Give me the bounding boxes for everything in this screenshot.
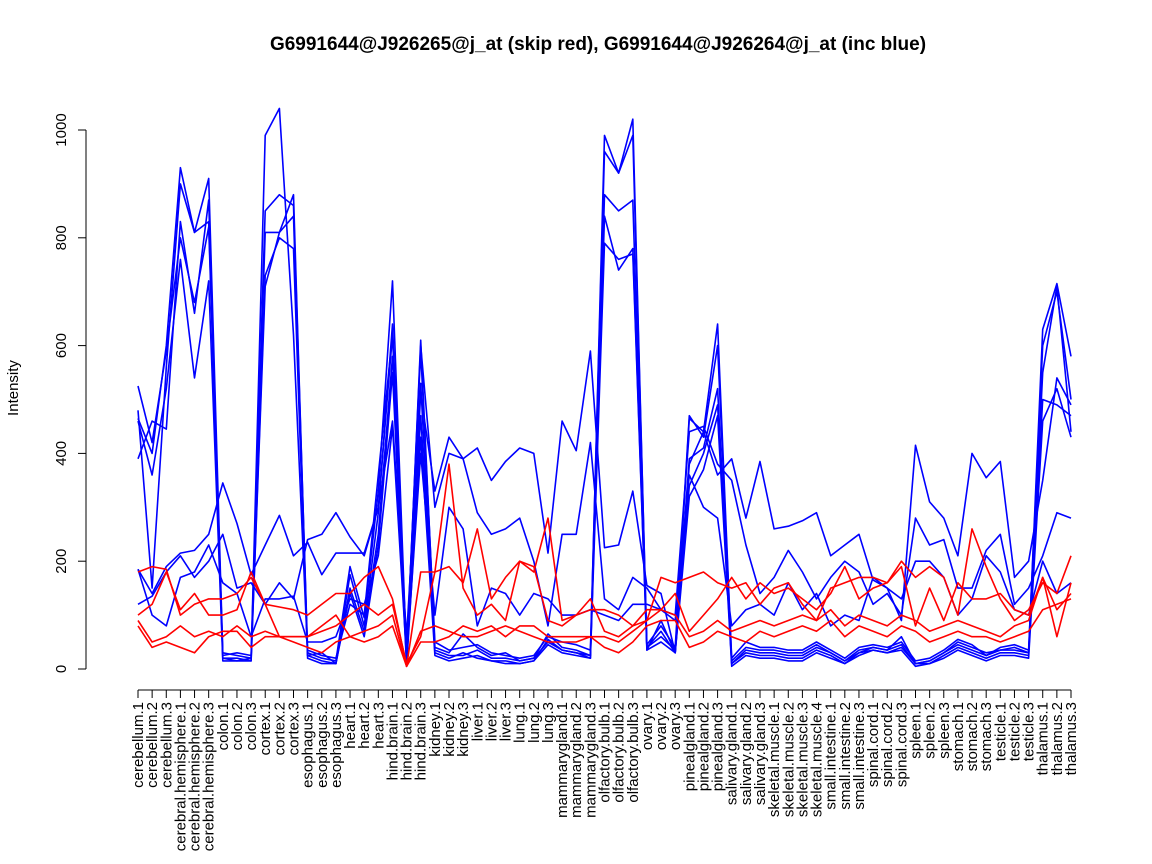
x-tick-label: cerebral.hemisphere.1 — [172, 702, 189, 851]
x-tick-label: cerebellum.1 — [130, 702, 147, 788]
x-tick-label: spinal.cord.1 — [865, 702, 882, 787]
x-tick-label: thalamus.3 — [1063, 702, 1080, 775]
x-tick-label: heart.3 — [370, 702, 387, 749]
x-tick-label: hind.brain.2 — [399, 702, 416, 780]
x-tick-label: stomach.1 — [950, 702, 967, 771]
series-line-blue-6 — [137, 350, 1072, 654]
x-tick-label: cerebellum.2 — [144, 702, 161, 788]
x-tick-label: skeletal.muscle.1 — [766, 702, 783, 817]
x-tick-label: mammarygland.2 — [568, 702, 585, 818]
x-tick-label: small.intestine.2 — [837, 702, 854, 810]
x-tick-label: testicle.1 — [992, 702, 1009, 761]
chart-title: G6991644@J926265@j_at (skip red), G69916… — [270, 34, 926, 55]
x-tick-label: small.intestine.1 — [823, 702, 840, 810]
x-tick-label: kidney.1 — [427, 702, 444, 757]
y-tick-label: 400 — [53, 441, 70, 466]
x-tick-label: ovary.1 — [639, 702, 656, 750]
x-tick-label: mammarygland.1 — [554, 702, 571, 818]
x-tick-label: skeletal.muscle.3 — [794, 702, 811, 817]
y-tick-label: 200 — [53, 549, 70, 574]
x-tick-label: salivary.gland.2 — [738, 702, 755, 805]
x-tick-label: pinealgland.3 — [710, 702, 727, 791]
x-tick-label: pinealgland.1 — [681, 702, 698, 791]
x-tick-label: spleen.3 — [936, 702, 953, 759]
series-line-red-3 — [137, 576, 1072, 668]
x-tick-label: olfactory.bulb.2 — [611, 702, 628, 803]
x-tick-label: liver.2 — [483, 702, 500, 741]
series-layer — [137, 107, 1072, 668]
x-tick-label: thalamus.1 — [1035, 702, 1052, 775]
x-tick-label: cortex.1 — [257, 702, 274, 755]
y-tick-label: 0 — [53, 665, 70, 673]
x-tick-label: salivary.gland.1 — [724, 702, 741, 805]
series-line-red-1 — [137, 463, 1072, 668]
x-tick-label: esophagus.3 — [328, 702, 345, 788]
x-tick-label: stomach.2 — [964, 702, 981, 771]
x-tick-label: spinal.cord.2 — [879, 702, 896, 787]
x-tick-label: spinal.cord.3 — [893, 702, 910, 787]
y-tick-label: 1000 — [53, 113, 70, 146]
x-tick-label: olfactory.bulb.1 — [597, 702, 614, 803]
x-tick-label: thalamus.2 — [1049, 702, 1066, 775]
y-axis-label: Intensity — [5, 360, 22, 416]
x-tick-label: salivary.gland.3 — [752, 702, 769, 805]
x-tick-label: lung.3 — [540, 702, 557, 743]
series-line-red-4 — [137, 598, 1072, 668]
series-line-blue-8 — [137, 425, 1072, 660]
x-tick-label: ovary.2 — [653, 702, 670, 750]
x-tick-label: esophagus.2 — [314, 702, 331, 788]
x-tick-label: hind.brain.1 — [384, 702, 401, 780]
x-tick-label: spleen.1 — [908, 702, 925, 759]
y-tick-label: 600 — [53, 333, 70, 358]
x-tick-label: olfactory.bulb.3 — [625, 702, 642, 803]
x-tick-label: ovary.3 — [667, 702, 684, 750]
x-axis: cerebellum.1cerebellum.2cerebellum.3cere… — [130, 689, 1080, 851]
x-tick-label: cerebral.hemisphere.2 — [187, 702, 204, 851]
x-tick-label: heart.1 — [342, 702, 359, 749]
x-tick-label: colon.1 — [215, 702, 232, 750]
x-tick-label: small.intestine.3 — [851, 702, 868, 810]
x-tick-label: lung.2 — [526, 702, 543, 743]
x-tick-label: liver.3 — [498, 702, 515, 741]
x-tick-label: spleen.2 — [922, 702, 939, 759]
x-tick-label: lung.1 — [512, 702, 529, 743]
series-line-blue-5 — [137, 237, 1072, 668]
series-line-blue-4 — [137, 215, 1072, 665]
x-tick-label: pinealgland.2 — [695, 702, 712, 791]
x-tick-label: colon.2 — [229, 702, 246, 750]
x-tick-label: stomach.3 — [978, 702, 995, 771]
y-tick-label: 800 — [53, 225, 70, 250]
x-tick-label: cortex.2 — [271, 702, 288, 755]
x-tick-label: testicle.2 — [1006, 702, 1023, 761]
x-tick-label: skeletal.muscle.2 — [780, 702, 797, 817]
x-tick-label: cerebral.hemisphere.3 — [201, 702, 218, 851]
x-tick-label: liver.1 — [469, 702, 486, 741]
x-tick-label: kidney.2 — [441, 702, 458, 757]
x-tick-label: testicle.3 — [1021, 702, 1038, 761]
x-tick-label: cerebellum.3 — [158, 702, 175, 788]
y-axis: 0 200 400 600 800 1000 — [53, 113, 87, 673]
x-tick-label: hind.brain.3 — [413, 702, 430, 780]
x-tick-label: skeletal.muscle.4 — [809, 702, 826, 817]
x-tick-label: kidney.3 — [455, 702, 472, 757]
x-tick-label: cortex.3 — [286, 702, 303, 755]
x-tick-label: colon.3 — [243, 702, 260, 750]
x-tick-label: heart.2 — [356, 702, 373, 749]
x-tick-label: esophagus.1 — [300, 702, 317, 788]
x-tick-label: mammarygland.3 — [582, 702, 599, 818]
